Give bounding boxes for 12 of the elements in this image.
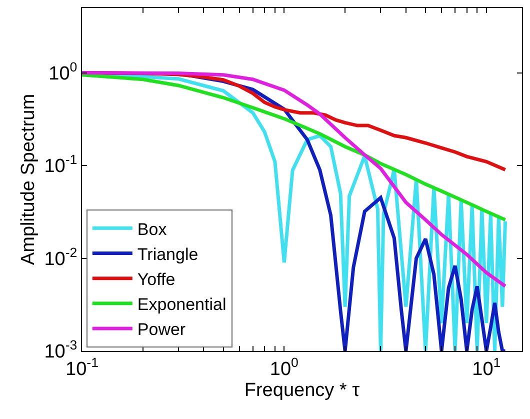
legend-label: Exponential — [137, 295, 226, 314]
legend-label: Power — [137, 320, 186, 340]
legend-label: Box — [137, 220, 168, 239]
y-tick-label: 10$^{-2}$ — [44, 244, 78, 270]
x-tick-label: 10$^{0}$ — [270, 354, 298, 380]
legend-label: Yoffe — [137, 270, 176, 289]
y-axis-title: Amplitude Spectrum — [18, 94, 40, 266]
y-tick-label: 10$^{-1}$ — [44, 152, 78, 178]
x-tick-label: 10$^{1}$ — [472, 354, 501, 380]
x-axis-title: Frequency * τ — [244, 380, 360, 401]
legend-label: Triangle — [137, 244, 198, 264]
y-tick-label: 10$^{0}$ — [48, 59, 78, 84]
